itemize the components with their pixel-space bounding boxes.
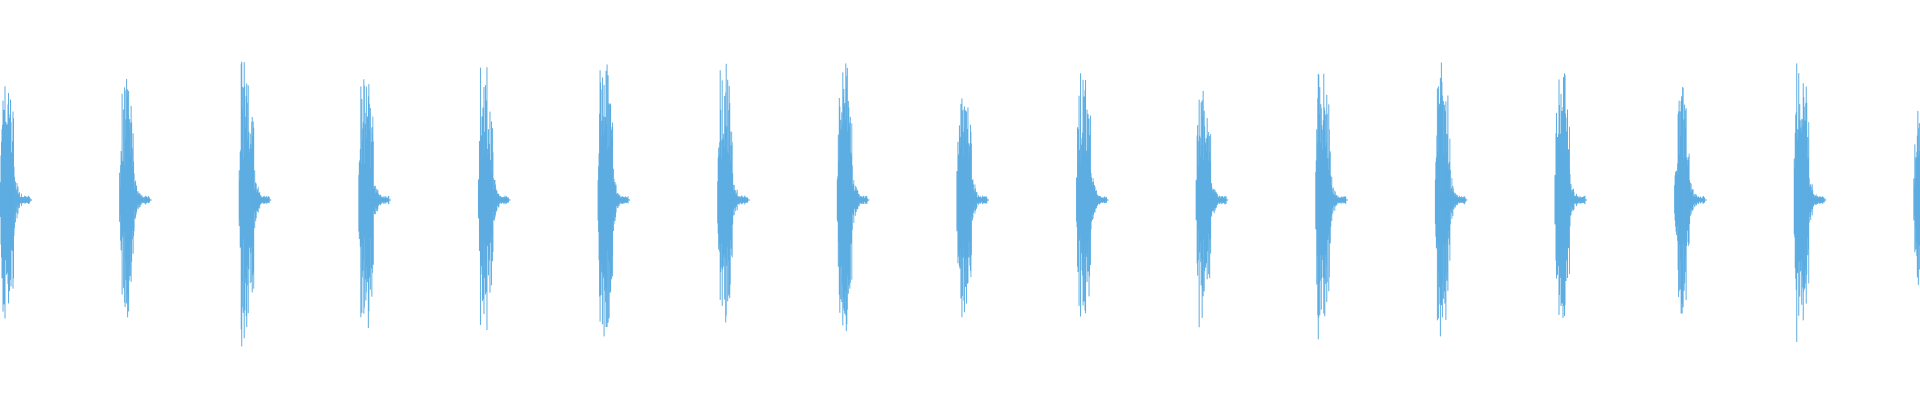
waveform-burst (1674, 87, 1707, 314)
waveform-burst (119, 79, 152, 318)
waveform-burst (1434, 62, 1468, 337)
waveform-burst (836, 63, 870, 332)
waveform-burst (238, 61, 272, 347)
waveform-burst (1793, 63, 1827, 343)
waveform-burst (0, 86, 32, 319)
waveform-burst (1076, 73, 1109, 317)
waveform-burst (1554, 73, 1588, 318)
waveform-burst (1913, 110, 1920, 285)
waveform-burst (956, 98, 989, 318)
waveform-burst (1195, 90, 1229, 328)
waveform-bursts (0, 61, 1920, 347)
waveform-burst (358, 79, 391, 328)
waveform-burst (1315, 73, 1348, 340)
waveform-burst (717, 63, 750, 323)
waveform-burst (597, 64, 631, 337)
waveform-burst (477, 67, 511, 330)
